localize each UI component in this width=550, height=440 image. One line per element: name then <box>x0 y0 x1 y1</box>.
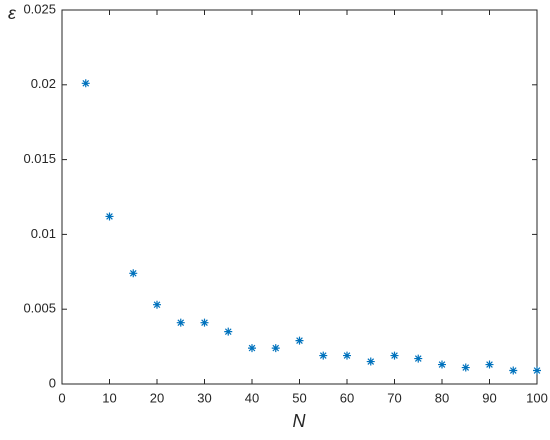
y-tick-label: 0.025 <box>23 1 56 16</box>
x-tick-label: 100 <box>526 390 548 405</box>
x-tick-label: 0 <box>58 390 65 405</box>
marker <box>533 366 541 375</box>
x-tick-label: 80 <box>435 390 449 405</box>
marker <box>319 351 328 360</box>
marker <box>438 360 446 369</box>
marker <box>176 318 185 327</box>
marker <box>485 360 494 369</box>
x-tick-label: 40 <box>245 390 259 405</box>
marker <box>200 318 209 327</box>
marker <box>129 269 138 278</box>
y-tick-label: 0.015 <box>23 151 56 166</box>
x-tick-label: 60 <box>340 390 354 405</box>
marker <box>153 300 161 309</box>
x-axis-label: N <box>293 411 307 431</box>
marker <box>343 351 351 360</box>
plot-box <box>61 9 538 385</box>
x-tick-label: 20 <box>150 390 164 405</box>
y-tick-label: 0 <box>49 375 56 390</box>
x-tick-label: 90 <box>482 390 496 405</box>
marker <box>248 344 256 353</box>
marker <box>414 354 423 363</box>
marker <box>390 351 399 360</box>
y-tick-label: 0.02 <box>31 76 56 91</box>
marker <box>105 212 114 221</box>
marker <box>461 363 470 372</box>
marker <box>224 327 233 336</box>
marker <box>295 336 304 345</box>
x-tick-label: 70 <box>387 390 401 405</box>
y-tick-label: 0.005 <box>23 301 56 316</box>
marker <box>271 344 280 353</box>
y-tick-label: 0.01 <box>31 226 56 241</box>
marker <box>366 357 375 366</box>
x-tick-label: 30 <box>197 390 211 405</box>
marker <box>81 79 90 88</box>
marker <box>509 366 518 375</box>
y-axis-label: ε <box>8 3 17 23</box>
x-tick-label: 50 <box>292 390 306 405</box>
x-tick-label: 10 <box>102 390 116 405</box>
